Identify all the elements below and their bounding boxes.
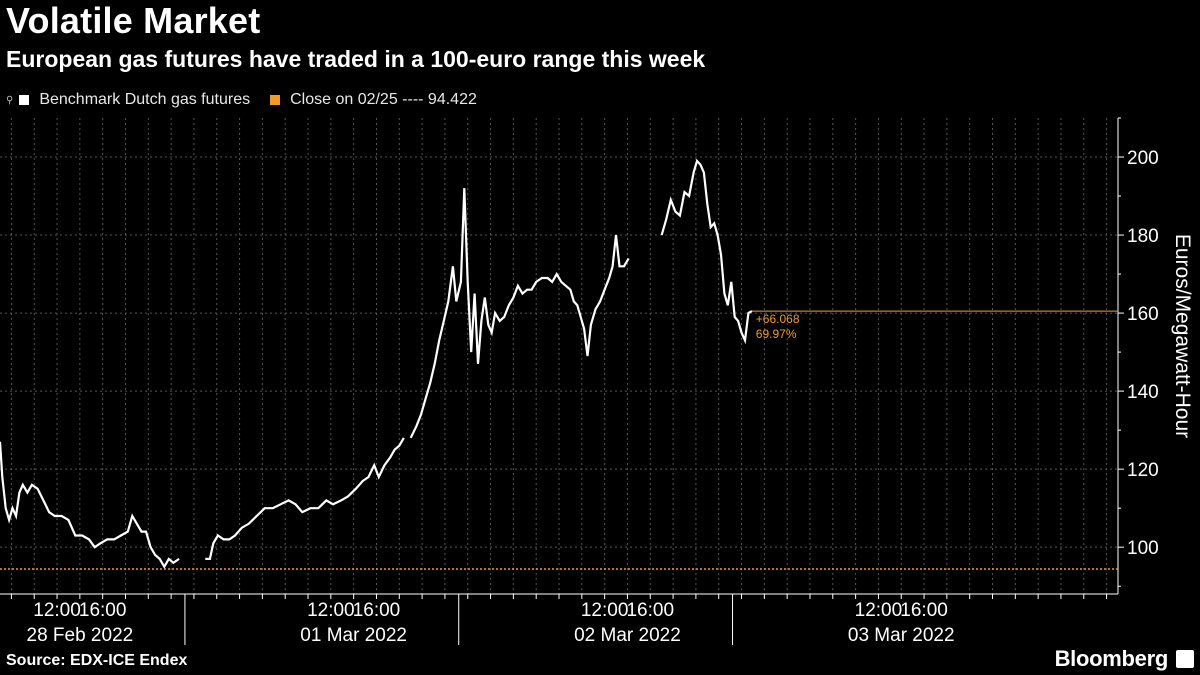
x-tick-label: 12:00 [581,600,629,621]
series-line-segment [660,158,753,345]
source-note: Source: EDX-ICE Endex [6,652,188,669]
legend-pin-icon: ⚲ [6,94,14,106]
chart-title: Volatile Market [6,0,261,41]
x-day-label: 02 Mar 2022 [574,625,681,646]
reference-line-group [0,310,1118,570]
x-tick-label: 12:00 [855,600,903,621]
x-day-label: 03 Mar 2022 [848,625,955,646]
x-tick-label: 12:00 [33,600,81,621]
y-tick-label: 100 [1127,538,1159,559]
series-lines [0,158,753,569]
y-tick-label: 140 [1127,382,1159,403]
y-tick-label: 180 [1127,226,1159,247]
brand-logo: Bloomberg [1054,646,1169,671]
x-tick-label: 16:00 [900,600,948,621]
chart-legend: ⚲ Benchmark Dutch gas futures Close on 0… [6,91,477,109]
legend-series-swatch [19,95,30,105]
x-tick-label: 12:00 [307,600,355,621]
bloomberg-terminal-icon [1176,650,1194,668]
legend-close-swatch [270,95,281,105]
x-tick-label: 16:00 [79,600,127,621]
chart-axes [0,117,1124,645]
chart-subtitle: European gas futures have traded in a 10… [6,46,706,72]
series-line-segment [409,188,630,439]
x-tick-label: 16:00 [626,600,674,621]
legend-close-label: Close on 02/25 ---- 94.422 [290,91,477,108]
x-tick-label: 16:00 [353,600,401,621]
y-tick-label: 200 [1127,148,1159,169]
chart-grid [0,118,1118,594]
series-line-segment [0,441,180,569]
y-axis-title: Euros/Megawatt-Hour [1171,234,1194,438]
legend-series-label: Benchmark Dutch gas futures [39,91,251,108]
x-day-label: 01 Mar 2022 [300,625,407,646]
series-line-segment [205,437,405,560]
annotation-change: +66.068 [756,312,800,326]
annotation-percent: 69.97% [756,327,797,341]
y-tick-label: 160 [1127,304,1159,325]
x-day-label: 28 Feb 2022 [27,625,134,646]
y-tick-label: 120 [1127,460,1159,481]
